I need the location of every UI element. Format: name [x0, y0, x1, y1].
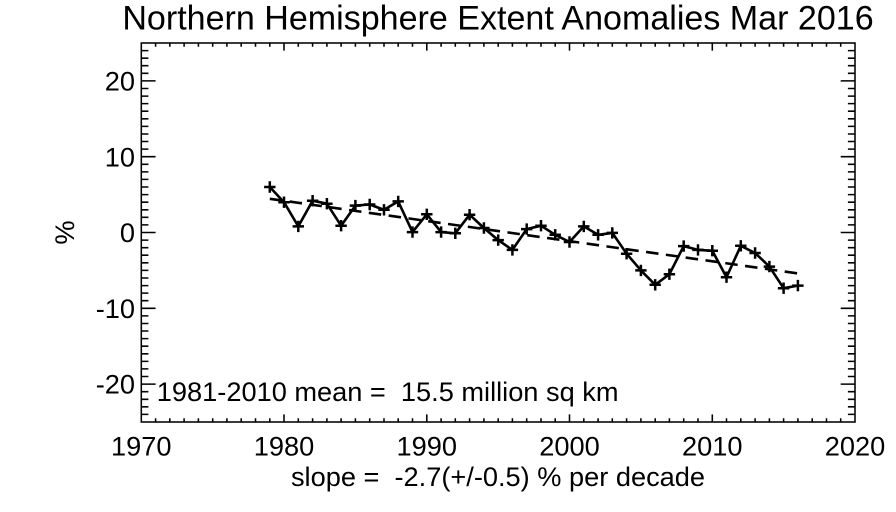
- svg-text:1970: 1970: [111, 431, 171, 462]
- svg-text:Northern Hemisphere Extent Ano: Northern Hemisphere Extent Anomalies Mar…: [122, 0, 873, 38]
- svg-text:2010: 2010: [682, 431, 742, 462]
- svg-text:%: %: [49, 220, 80, 244]
- svg-text:1981-2010 mean = 15.5 million: 1981-2010 mean = 15.5 million sq km: [157, 376, 619, 407]
- svg-text:-10: -10: [96, 293, 135, 324]
- svg-text:10: 10: [105, 141, 135, 172]
- svg-text:1990: 1990: [397, 431, 457, 462]
- svg-text:0: 0: [120, 217, 135, 248]
- svg-text:-20: -20: [96, 369, 135, 400]
- svg-text:slope = -2.7(+/-0.5) % per de: slope = -2.7(+/-0.5) % per decade: [291, 461, 705, 492]
- svg-text:20: 20: [105, 66, 135, 97]
- svg-text:2000: 2000: [539, 431, 599, 462]
- svg-text:1980: 1980: [254, 431, 314, 462]
- svg-text:2020: 2020: [825, 431, 885, 462]
